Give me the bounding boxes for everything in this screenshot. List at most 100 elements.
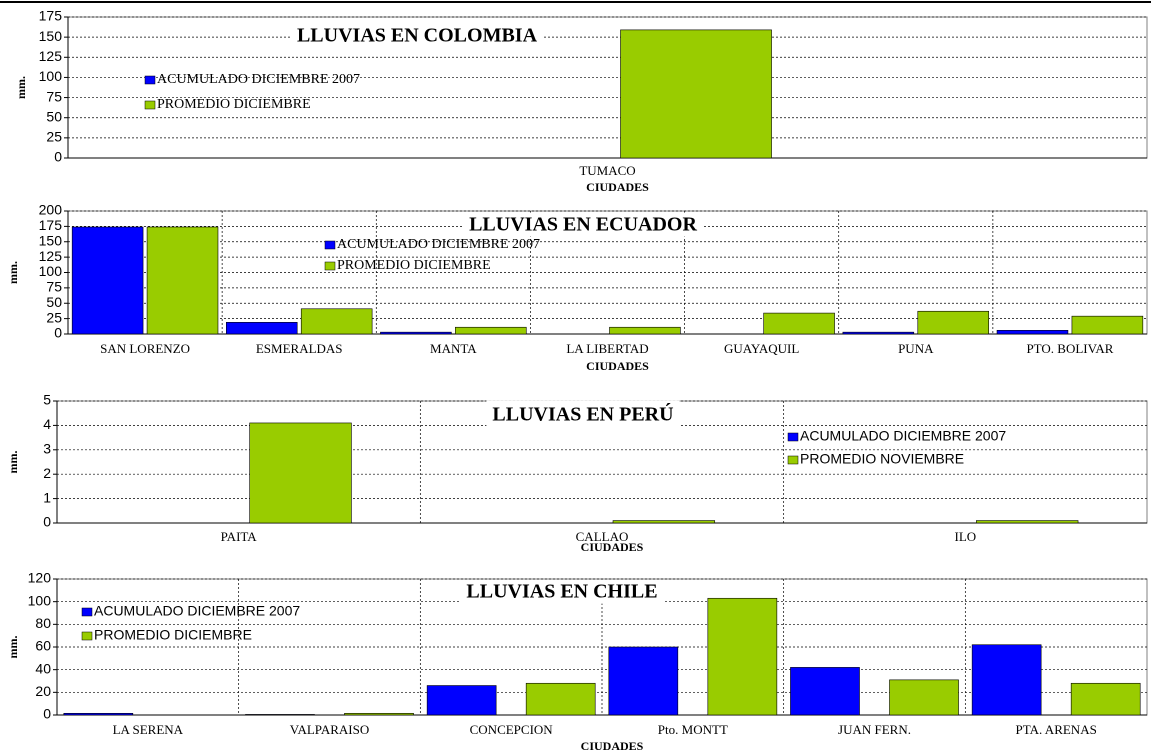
legend-label: ACUMULADO DICIEMBRE 2007: [157, 72, 360, 87]
bar: [842, 331, 915, 335]
y-tick-label: 125: [39, 48, 63, 64]
legend-swatch: [144, 75, 156, 85]
x-tick-label: CONCEPCION: [470, 722, 554, 737]
bar: [71, 226, 144, 335]
x-tick-label: LA SERENA: [113, 722, 184, 737]
x-axis-label: CIUDADES: [581, 739, 644, 753]
y-tick-label: 100: [39, 263, 63, 279]
x-tick-label: PUNA: [898, 341, 934, 356]
x-tick-label: ESMERALDAS: [256, 341, 343, 356]
x-axis-label: CIUDADES: [586, 359, 649, 373]
bar: [763, 312, 835, 335]
bar: [609, 326, 681, 335]
bar: [971, 644, 1042, 716]
bar: [380, 331, 452, 335]
y-tick-label: 125: [39, 248, 63, 264]
y-axis-label: mm.: [6, 261, 20, 284]
chart-title: LLUVIAS EN CHILE: [466, 581, 657, 603]
bar: [226, 322, 298, 335]
chart-title: LLUVIAS EN ECUADOR: [469, 214, 697, 236]
x-tick-label: LA LIBERTAD: [566, 341, 648, 356]
y-tick-label: 2: [43, 465, 51, 481]
x-axis-label: CIUDADES: [586, 180, 649, 194]
x-tick-label: JUAN FERN.: [838, 722, 911, 737]
y-tick-label: 100: [28, 592, 52, 608]
bar: [790, 667, 860, 716]
legend-label: PROMEDIO NOVIEMBRE: [800, 451, 964, 467]
legend-swatch: [324, 240, 336, 250]
legend-swatch: [787, 432, 799, 442]
title-background: [290, 23, 544, 48]
y-tick-label: 0: [43, 514, 51, 530]
y-tick-label: 50: [46, 108, 62, 124]
title-background: [463, 212, 704, 237]
legend-swatch: [144, 100, 156, 110]
y-tick-label: 25: [46, 129, 62, 145]
bar: [300, 308, 373, 335]
y-tick-label: 0: [54, 149, 62, 165]
bar: [525, 682, 596, 716]
plot-frame: [67, 16, 1148, 159]
y-axis-label: mm.: [14, 76, 28, 99]
bar: [146, 226, 219, 335]
y-tick-label: 0: [54, 325, 62, 341]
legend-label: ACUMULADO DICIEMBRE 2007: [800, 428, 1006, 444]
bar: [1070, 682, 1141, 716]
legend-swatch: [787, 455, 799, 465]
y-tick-label: 25: [46, 309, 62, 325]
bar: [63, 712, 134, 716]
bar: [245, 714, 315, 716]
y-tick-label: 5: [43, 392, 51, 408]
x-tick-label: PTA. ARENAS: [1016, 722, 1097, 737]
x-tick-label: VALPARAISO: [290, 722, 369, 737]
x-tick-label: TUMACO: [579, 163, 635, 178]
bar: [426, 685, 497, 716]
y-tick-label: 20: [35, 683, 51, 699]
y-tick-label: 200: [39, 202, 63, 218]
y-tick-label: 1: [43, 489, 51, 505]
x-tick-label: PAITA: [221, 529, 258, 544]
y-tick-label: 40: [35, 660, 51, 676]
y-tick-label: 75: [46, 88, 62, 104]
y-axis-label: mm.: [6, 451, 20, 474]
bar: [249, 422, 352, 524]
bar: [455, 326, 527, 335]
y-tick-label: 175: [39, 217, 63, 233]
x-tick-label: ILO: [954, 529, 976, 544]
y-tick-label: 80: [35, 615, 51, 631]
y-tick-label: 3: [43, 441, 51, 457]
bar: [344, 712, 414, 716]
legend-label: PROMEDIO DICIEMBRE: [94, 627, 252, 643]
x-tick-label: SAN LORENZO: [100, 341, 190, 356]
bar: [996, 330, 1069, 335]
chart-title: LLUVIAS EN PERÚ: [492, 402, 673, 426]
bar: [1071, 315, 1144, 335]
x-tick-label: CALLAO: [576, 529, 629, 544]
y-axis-label: mm.: [6, 636, 20, 659]
title-background: [460, 579, 664, 604]
legend-label: ACUMULADO DICIEMBRE 2007: [337, 237, 540, 252]
x-tick-label: MANTA: [430, 341, 477, 356]
y-tick-label: 75: [46, 279, 62, 295]
legend-label: ACUMULADO DICIEMBRE 2007: [94, 603, 300, 619]
bar: [917, 310, 989, 335]
bar: [612, 520, 716, 524]
y-tick-label: 4: [43, 416, 51, 432]
legend-swatch: [81, 607, 93, 617]
y-tick-label: 100: [39, 68, 63, 84]
y-tick-label: 150: [39, 28, 63, 44]
y-tick-label: 50: [46, 294, 62, 310]
y-tick-label: 60: [35, 638, 51, 654]
x-tick-label: Pto. MONTT: [658, 722, 728, 737]
y-tick-label: 0: [43, 706, 51, 722]
bar: [707, 597, 778, 716]
legend-swatch: [324, 261, 336, 271]
y-tick-label: 150: [39, 232, 63, 248]
bar: [976, 520, 1079, 524]
y-tick-label: 175: [39, 8, 63, 24]
bar: [889, 679, 959, 716]
legend-label: PROMEDIO DICIEMBRE: [337, 258, 491, 273]
x-axis-label: CIUDADES: [581, 540, 644, 554]
legend-label: PROMEDIO DICIEMBRE: [157, 97, 311, 112]
